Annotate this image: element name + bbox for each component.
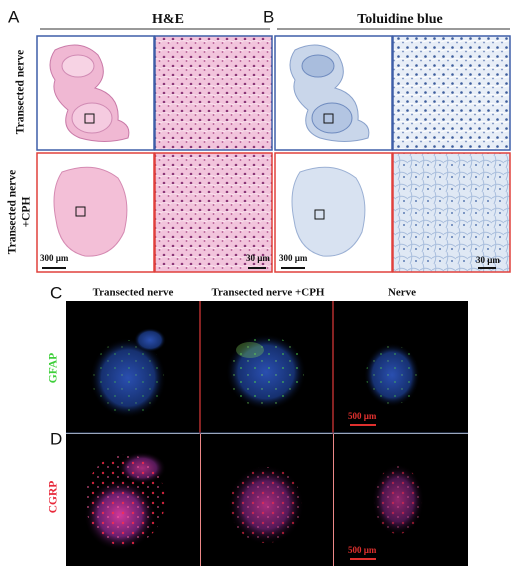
scale-label: 30 µm [246, 253, 270, 263]
stain-label: GFAP [48, 353, 60, 383]
image-he-high [154, 35, 273, 151]
panel-title: Toluidine blue [357, 12, 442, 27]
image-cgrp [66, 434, 200, 566]
image-tb-low [274, 35, 393, 151]
scale-label: 300 µm [279, 253, 308, 263]
panel-label: C [50, 283, 62, 302]
image-cgrp [334, 434, 468, 566]
scale-label: 500 µm [348, 411, 377, 421]
scale-label: 30 µm [476, 255, 500, 265]
row-label: Transected nerve [15, 50, 27, 134]
image-tb-high [392, 35, 511, 151]
image-gfap [333, 301, 468, 433]
image-tb-low [274, 152, 393, 273]
stain-label: CGRP [48, 481, 60, 514]
row-label: Transected nerve [7, 170, 19, 254]
image-he-low [36, 152, 155, 273]
image-he-low [36, 35, 155, 151]
column-label: Nerve [388, 287, 416, 299]
panel-label: A [8, 7, 20, 26]
row-label: +CPH [21, 197, 33, 228]
image-gfap [200, 301, 333, 433]
image-cgrp [201, 434, 333, 566]
column-label: Transected nerve [93, 287, 174, 299]
panel-title: H&E [152, 12, 184, 27]
scale-label: 300 µm [40, 253, 69, 263]
image-he-high [154, 152, 273, 273]
column-label: Transected nerve +CPH [212, 287, 325, 299]
image-tb-high [392, 152, 511, 273]
scale-label: 500 µm [348, 545, 377, 555]
panel-label: B [263, 7, 274, 26]
panel-label: D [50, 429, 62, 448]
image-gfap [66, 301, 200, 433]
